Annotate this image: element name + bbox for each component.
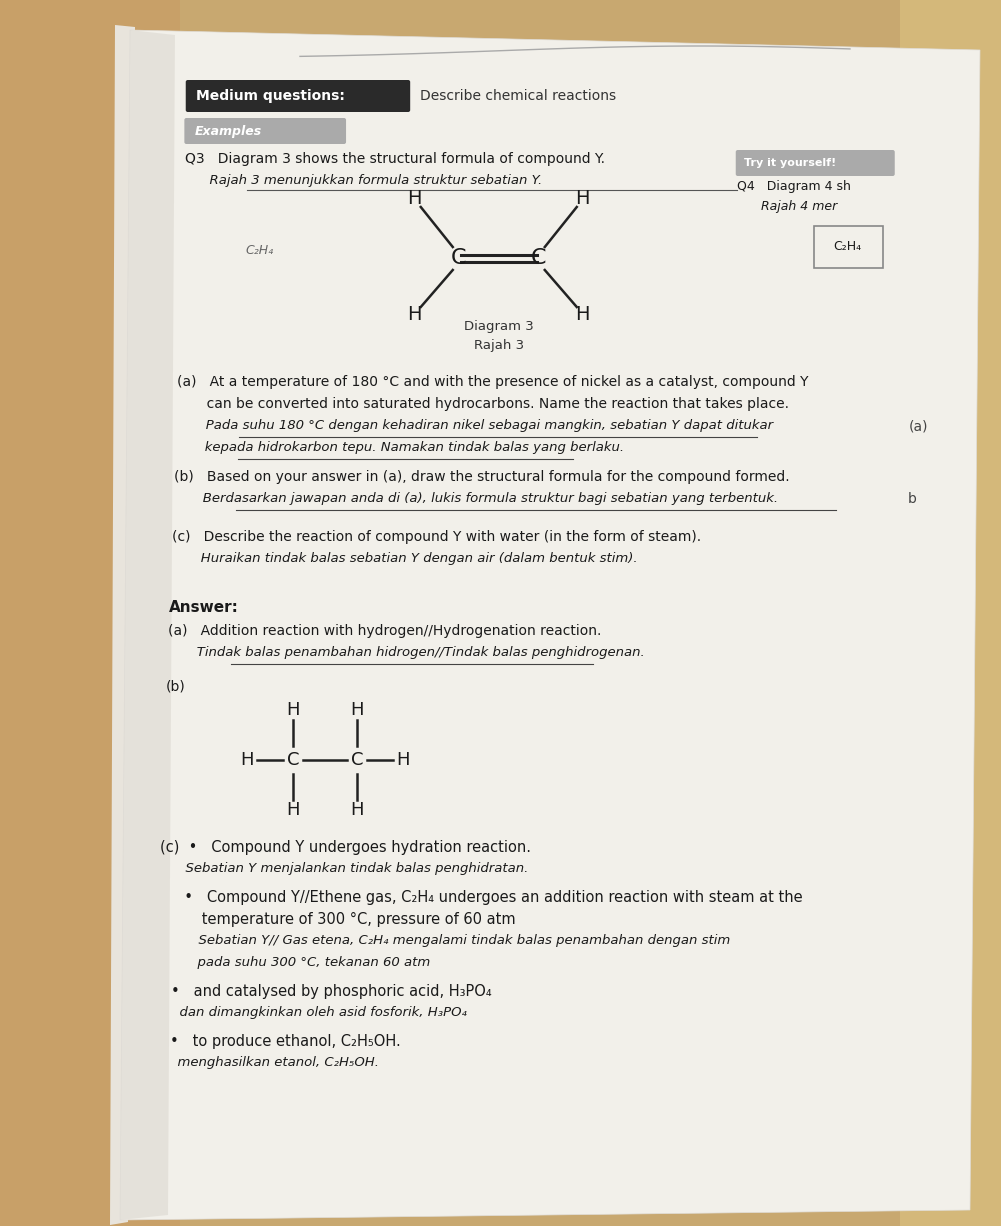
- Text: H: H: [240, 752, 254, 769]
- Text: H: H: [407, 190, 422, 208]
- Text: Huraikan tindak balas sebatian Y dengan air (dalam bentuk stim).: Huraikan tindak balas sebatian Y dengan …: [171, 552, 638, 565]
- Text: H: H: [286, 801, 300, 819]
- Text: H: H: [350, 801, 364, 819]
- Text: •   to produce ethanol, C₂H₅OH.: • to produce ethanol, C₂H₅OH.: [169, 1034, 400, 1049]
- Text: C: C: [531, 248, 547, 268]
- FancyBboxPatch shape: [186, 80, 410, 112]
- Text: (b)   Based on your answer in (a), draw the structural formula for the compound : (b) Based on your answer in (a), draw th…: [174, 470, 790, 484]
- Text: H: H: [576, 305, 590, 325]
- Text: H: H: [350, 701, 364, 718]
- Text: •   Compound Y//Ethene gas, C₂H₄ undergoes an addition reaction with steam at th: • Compound Y//Ethene gas, C₂H₄ undergoes…: [175, 890, 803, 905]
- FancyBboxPatch shape: [736, 150, 895, 177]
- Text: C₂H₄: C₂H₄: [245, 244, 273, 256]
- Text: Diagram 3
Rajah 3: Diagram 3 Rajah 3: [463, 320, 534, 352]
- Text: Rajah 3 menunjukkan formula struktur sebatian Y.: Rajah 3 menunjukkan formula struktur seb…: [184, 174, 543, 188]
- Text: Q3   Diagram 3 shows the structural formula of compound Y.: Q3 Diagram 3 shows the structural formul…: [185, 152, 606, 166]
- FancyBboxPatch shape: [814, 226, 883, 268]
- Text: C: C: [351, 752, 363, 769]
- Text: H: H: [407, 305, 422, 325]
- Text: •   and catalysed by phosphoric acid, H₃PO₄: • and catalysed by phosphoric acid, H₃PO…: [171, 984, 492, 999]
- Text: (a)   At a temperature of 180 °C and with the presence of nickel as a catalyst, : (a) At a temperature of 180 °C and with …: [177, 375, 809, 389]
- Text: C: C: [287, 752, 299, 769]
- Text: Sebatian Y// Gas etena, C₂H₄ mengalami tindak balas penambahan dengan stim: Sebatian Y// Gas etena, C₂H₄ mengalami t…: [173, 934, 731, 946]
- Text: (a)   Addition reaction with hydrogen//Hydrogenation reaction.: (a) Addition reaction with hydrogen//Hyd…: [168, 624, 602, 638]
- Text: temperature of 300 °C, pressure of 60 atm: temperature of 300 °C, pressure of 60 at…: [174, 912, 516, 927]
- Text: (c)  •   Compound Y undergoes hydration reaction.: (c) • Compound Y undergoes hydration rea…: [160, 840, 532, 855]
- Polygon shape: [120, 29, 175, 1220]
- Polygon shape: [110, 25, 135, 1225]
- Text: b: b: [908, 492, 917, 506]
- Text: Try it yourself!: Try it yourself!: [744, 158, 836, 168]
- Polygon shape: [120, 29, 980, 1220]
- Text: Berdasarkan jawapan anda di (a), lukis formula struktur bagi sebatian yang terbe: Berdasarkan jawapan anda di (a), lukis f…: [173, 492, 778, 505]
- Text: Answer:: Answer:: [169, 600, 239, 615]
- Text: H: H: [576, 190, 590, 208]
- Text: menghasilkan etanol, C₂H₅OH.: menghasilkan etanol, C₂H₅OH.: [169, 1056, 378, 1069]
- Text: H: H: [396, 752, 410, 769]
- Text: Tindak balas penambahan hidrogen//Tindak balas penghidrogenan.: Tindak balas penambahan hidrogen//Tindak…: [167, 646, 645, 660]
- Text: H: H: [286, 701, 300, 718]
- Text: (c)   Describe the reaction of compound Y with water (in the form of steam).: (c) Describe the reaction of compound Y …: [171, 530, 701, 544]
- Text: Describe chemical reactions: Describe chemical reactions: [420, 89, 617, 103]
- Text: pada suhu 300 °C, tekanan 60 atm: pada suhu 300 °C, tekanan 60 atm: [172, 956, 430, 969]
- Text: (b): (b): [166, 680, 186, 694]
- Text: kepada hidrokarbon tepu. Namakan tindak balas yang berlaku.: kepada hidrokarbon tepu. Namakan tindak …: [175, 441, 624, 454]
- Text: Examples: Examples: [194, 125, 261, 137]
- Text: Medium questions:: Medium questions:: [196, 89, 344, 103]
- FancyBboxPatch shape: [184, 118, 346, 143]
- Polygon shape: [900, 0, 1001, 1226]
- Text: Q4   Diagram 4 sh: Q4 Diagram 4 sh: [738, 180, 851, 192]
- Text: (a): (a): [909, 419, 928, 433]
- Text: Sebatian Y menjalankan tindak balas penghidratan.: Sebatian Y menjalankan tindak balas peng…: [159, 862, 528, 875]
- Text: Pada suhu 180 °C dengan kehadiran nikel sebagai mangkin, sebatian Y dapat dituka: Pada suhu 180 °C dengan kehadiran nikel …: [175, 419, 773, 432]
- Text: Rajah 4 mer: Rajah 4 mer: [737, 200, 837, 213]
- Text: dan dimangkinkan oleh asid fosforik, H₃PO₄: dan dimangkinkan oleh asid fosforik, H₃P…: [170, 1007, 466, 1019]
- Text: C₂H₄: C₂H₄: [834, 240, 862, 254]
- Text: C: C: [451, 248, 466, 268]
- Polygon shape: [0, 0, 180, 1226]
- Text: can be converted into saturated hydrocarbons. Name the reaction that takes place: can be converted into saturated hydrocar…: [176, 397, 790, 411]
